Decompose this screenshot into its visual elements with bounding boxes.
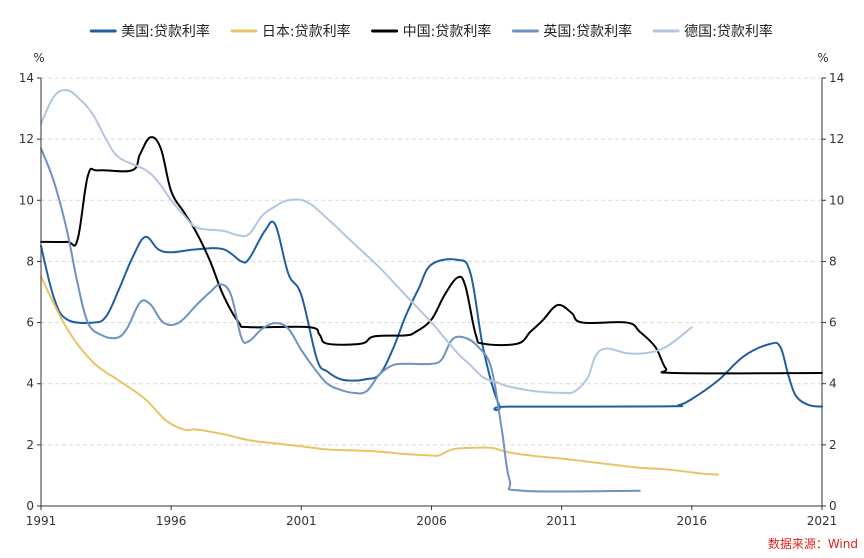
legend-item-3[interactable]: 中国:贷款利率 [371,23,492,40]
y-tick-label-right: 4 [829,377,837,391]
series-layer [40,89,823,493]
series-line-2 [40,275,719,476]
y-tick-label-right: 8 [829,254,837,268]
legend-label: 日本:贷款利率 [262,23,351,40]
source-note: 数据来源：Wind [768,536,858,551]
legend-item-1[interactable]: 美国:贷款利率 [89,23,210,40]
y-tick-label-right: 10 [829,193,844,207]
legend-item-4[interactable]: 英国:贷款利率 [511,23,632,40]
y-tick-label-left: 12 [19,132,34,146]
x-tick-label: 2016 [677,514,708,528]
y-tick-label-right: 12 [829,132,844,146]
legend: 美国:贷款利率 日本:贷款利率 中国:贷款利率 英国:贷款利率 德国:贷款利率 [89,23,773,40]
series-line-1 [40,220,823,411]
y-tick-label-left: 0 [26,499,34,513]
x-tick-label: 2021 [807,514,838,528]
y-tick-label-left: 2 [26,438,34,452]
y-tick-label-right: 6 [829,316,837,330]
y-tick-label-left: 6 [26,316,34,330]
y-tick-label-left: 10 [19,193,34,207]
x-tick-label: 1991 [26,514,57,528]
legend-label: 中国:贷款利率 [403,23,492,40]
legend-label: 德国:贷款利率 [684,23,773,40]
x-tick-label: 2011 [546,514,577,528]
legend-label: 英国:贷款利率 [543,23,632,40]
x-tick-label: 2006 [416,514,447,528]
series-line-3 [40,136,823,375]
series-line-5 [40,89,693,395]
y-unit-left: % [33,51,44,65]
legend-item-2[interactable]: 日本:贷款利率 [230,23,351,40]
y-axis-left-ticks: 0 2 4 6 8 10 12 14 [19,71,41,513]
y-tick-label-left: 4 [26,377,34,391]
series-line-4 [40,147,641,493]
legend-label: 美国:贷款利率 [121,23,210,40]
y-tick-label-left: 8 [26,254,34,268]
y-tick-label-right: 2 [829,438,837,452]
y-axis-right-ticks: 0 2 4 6 8 10 12 14 [822,71,844,513]
y-unit-right: % [817,51,828,65]
x-tick-label: 2001 [286,514,317,528]
y-tick-label-left: 14 [19,71,34,85]
legend-item-5[interactable]: 德国:贷款利率 [652,23,773,40]
x-tick-label: 1996 [156,514,187,528]
y-tick-label-right: 14 [829,71,844,85]
y-tick-label-right: 0 [829,499,837,513]
x-axis-ticks: 1991 1996 2001 2006 2011 2016 2021 [26,506,838,528]
